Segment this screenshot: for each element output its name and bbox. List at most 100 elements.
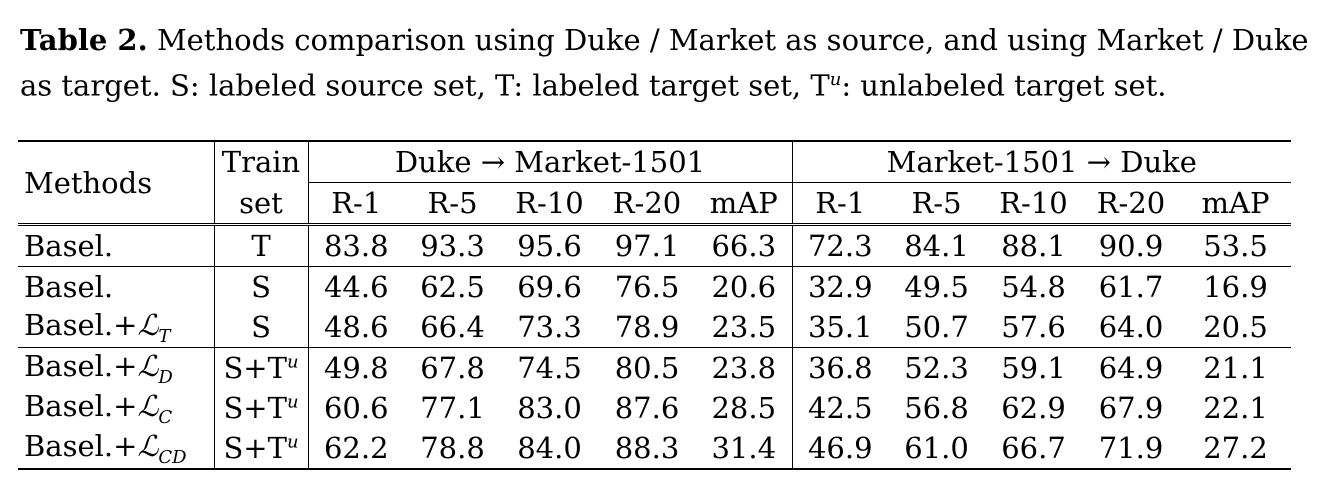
header-metric: R-1 [308, 182, 404, 225]
loss-symbol: ℒ [137, 388, 159, 423]
header-set: set [214, 182, 309, 225]
header-train: Train [214, 140, 309, 183]
metric-value: 84.0 [501, 428, 598, 470]
metric-value: 48.6 [323, 310, 389, 344]
metric-value: 27.2 [1180, 428, 1291, 470]
method-cell: Basel. [18, 266, 215, 307]
train-set-superscript: u [286, 391, 299, 413]
loss-subscript: D [158, 366, 173, 388]
header-metric: R-10 [985, 182, 1082, 225]
metric-value: 54.8 [985, 266, 1082, 307]
loss-subscript: C [158, 406, 173, 428]
metric-value: 35.1 [807, 310, 873, 344]
header-group-duke-to-market: Duke → Market-1501 [308, 140, 793, 183]
metric-value: 59.1 [985, 347, 1082, 388]
metric-value: 66.7 [985, 428, 1082, 470]
train-set-value: T [251, 229, 271, 263]
table-caption: Table 2. Methods comparison using Duke /… [20, 20, 1310, 106]
metric-value: 22.1 [1203, 391, 1268, 425]
metric-value: 78.8 [404, 428, 501, 470]
metric-value: 57.6 [1001, 310, 1066, 344]
metric-value: 28.5 [696, 388, 793, 428]
table-row: Basel.+ℒCD S+Tu 62.2 78.8 84.0 88.3 31.4 46.9 61… [18, 428, 1291, 470]
metric-value: 83.0 [517, 391, 582, 425]
metric-value: 49.5 [888, 266, 985, 307]
loss-symbol: ℒ [137, 348, 159, 383]
train-set-superscript: u [286, 351, 299, 373]
header-metric: mAP [1180, 182, 1291, 225]
header-row-2: set R-1 R-5 R-10 R-20 mAP R-1 R-5 R-10 R… [18, 182, 1291, 225]
metric-value: 32.9 [792, 266, 888, 307]
train-set-value: S+T [223, 391, 287, 425]
metric-value: 20.5 [1203, 310, 1268, 344]
metric-value: 23.5 [696, 307, 793, 348]
table-row: Basel.+ℒD S+Tu 49.8 67.8 74.5 80.5 23.8 36.8 52.… [18, 347, 1291, 388]
metric-value: 66.3 [696, 223, 793, 267]
header-metric: R-5 [888, 182, 985, 225]
metric-value: 88.3 [598, 428, 696, 470]
train-set-cell: S+Tu [214, 388, 309, 428]
header-metric: R-20 [1082, 182, 1180, 225]
train-set-cell: S+Tu [214, 428, 309, 470]
caption-text: Methods comparison using Duke / Market a… [20, 23, 1309, 103]
metric-value: 93.3 [404, 223, 501, 267]
header-row-1: Methods Train Duke → Market-1501 Market-… [18, 140, 1291, 225]
method-name: Basel.+ [24, 348, 138, 383]
metric-value: 76.5 [598, 266, 696, 307]
metric-value: 53.5 [1180, 223, 1291, 267]
metric-value: 50.7 [904, 310, 969, 344]
loss-subscript: T [158, 325, 171, 347]
metric-value: 62.9 [1001, 391, 1066, 425]
metric-value: 66.4 [420, 310, 485, 344]
metric-value: 67.8 [404, 347, 501, 388]
metric-value: 83.8 [308, 223, 404, 267]
train-set-cell: T [214, 223, 309, 267]
train-set-value: S+T [223, 431, 287, 465]
method-name: Basel. [24, 270, 114, 304]
metric-value: 72.3 [792, 223, 888, 267]
table-row: Basel.+ℒT S 48.6 66.4 73.3 78.9 23.5 35.1 50.7 57… [18, 307, 1291, 348]
metric-value: 71.9 [1082, 428, 1180, 470]
train-set-value: S+T [223, 351, 287, 385]
header-group-market-to-duke: Market-1501 → Duke [792, 140, 1291, 183]
train-set-value: S [251, 310, 271, 344]
method-cell: Basel. [18, 223, 215, 267]
table-row: Basel. T 83.8 93.3 95.6 97.1 66.3 72.3 84.1 88.1 9… [18, 223, 1291, 267]
method-name: Basel.+ [24, 307, 138, 342]
metric-value: 73.3 [517, 310, 582, 344]
metric-value: 52.3 [888, 347, 985, 388]
metric-value: 62.5 [404, 266, 501, 307]
metric-value: 78.9 [614, 310, 680, 344]
method-cell: Basel.+ℒD [18, 347, 215, 388]
table-row: Basel.+ℒC S+Tu 60.6 77.1 83.0 87.6 28.5 42.5 56.… [18, 388, 1291, 428]
method-cell: Basel.+ℒT [18, 307, 215, 348]
metric-value: 42.5 [807, 391, 873, 425]
metric-value: 36.8 [792, 347, 888, 388]
loss-symbol: ℒ [137, 428, 159, 463]
metric-value: 64.0 [1098, 310, 1164, 344]
method-name: Basel. [24, 229, 114, 263]
header-metric: R-5 [404, 182, 501, 225]
method-name: Basel.+ [24, 388, 138, 423]
results-table: Methods Train Duke → Market-1501 Market-… [18, 140, 1291, 470]
metric-value: 56.8 [904, 391, 969, 425]
metric-value: 97.1 [598, 223, 696, 267]
train-set-cell: S [214, 266, 309, 307]
metric-value: 87.6 [614, 391, 680, 425]
table-row: Basel. S 44.6 62.5 69.6 76.5 20.6 32.9 49.5 54.8 6… [18, 266, 1291, 307]
metric-value: 44.6 [308, 266, 404, 307]
metric-value: 67.9 [1098, 391, 1164, 425]
metric-value: 21.1 [1180, 347, 1291, 388]
train-set-cell: S+Tu [214, 347, 309, 388]
metric-value: 49.8 [308, 347, 404, 388]
header-metric: R-10 [501, 182, 598, 225]
train-set-value: S [251, 270, 271, 304]
metric-value: 95.6 [501, 223, 598, 267]
caption-superscript: u [829, 69, 842, 90]
metric-value: 62.2 [308, 428, 404, 470]
metric-value: 61.0 [888, 428, 985, 470]
metric-value: 16.9 [1180, 266, 1291, 307]
metric-value: 61.7 [1082, 266, 1180, 307]
metric-value: 88.1 [985, 223, 1082, 267]
metric-value: 69.6 [501, 266, 598, 307]
